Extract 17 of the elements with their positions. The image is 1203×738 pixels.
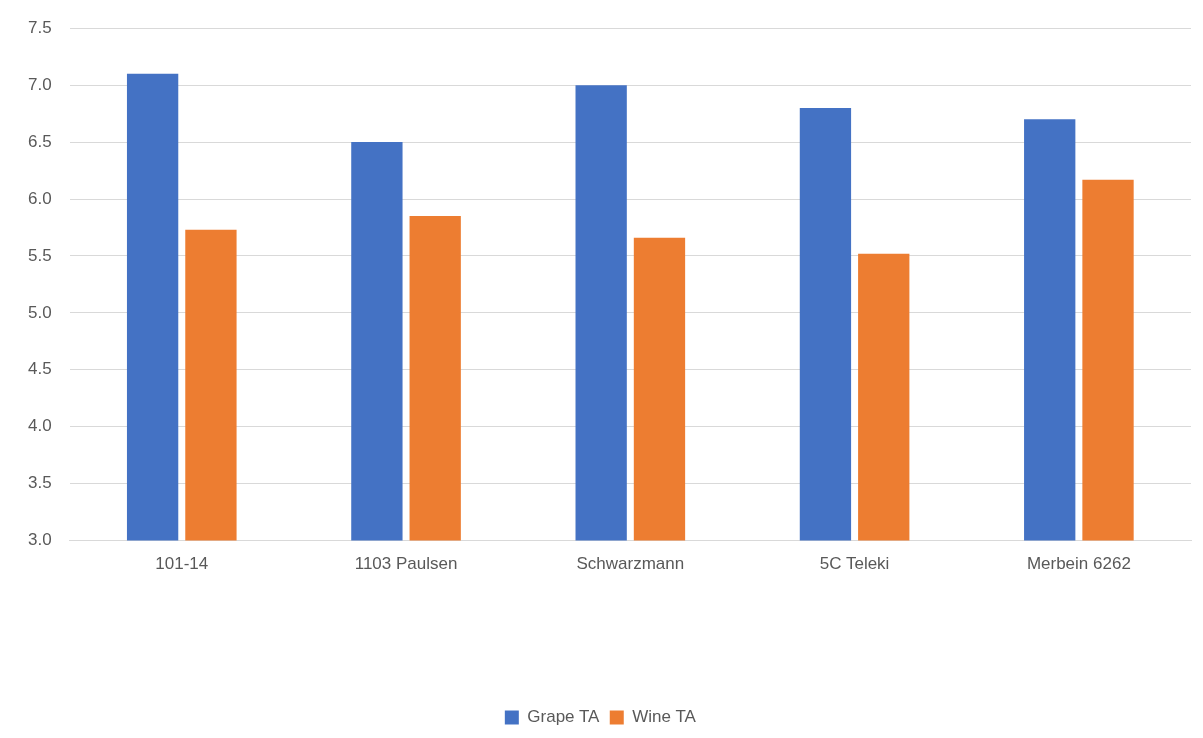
x-tick-label: 101-14	[155, 554, 209, 574]
y-tick-label: 6.0	[27, 188, 52, 208]
y-tick-label: 4.5	[27, 359, 52, 379]
x-tick-label: Schwarzmann	[576, 554, 685, 574]
y-tick-label: 3.5	[27, 473, 52, 493]
y-tick-label: 7.0	[27, 74, 52, 94]
y-tick-label: 3.0	[27, 530, 52, 550]
legend-label: Wine TA	[632, 707, 697, 727]
x-tick-label: Merbein 6262	[1026, 554, 1131, 574]
x-tick-label: 1103 Paulsen	[354, 554, 458, 574]
y-tick-label: 7.5	[27, 17, 52, 37]
y-tick-label: 6.5	[27, 131, 52, 151]
y-tick-label: 5.5	[27, 245, 52, 265]
y-tick-label: 4.0	[27, 416, 52, 436]
legend-label: Grape TA	[527, 707, 601, 727]
y-tick-label: 5.0	[27, 302, 52, 322]
x-tick-label: 5C Teleki	[819, 554, 890, 574]
